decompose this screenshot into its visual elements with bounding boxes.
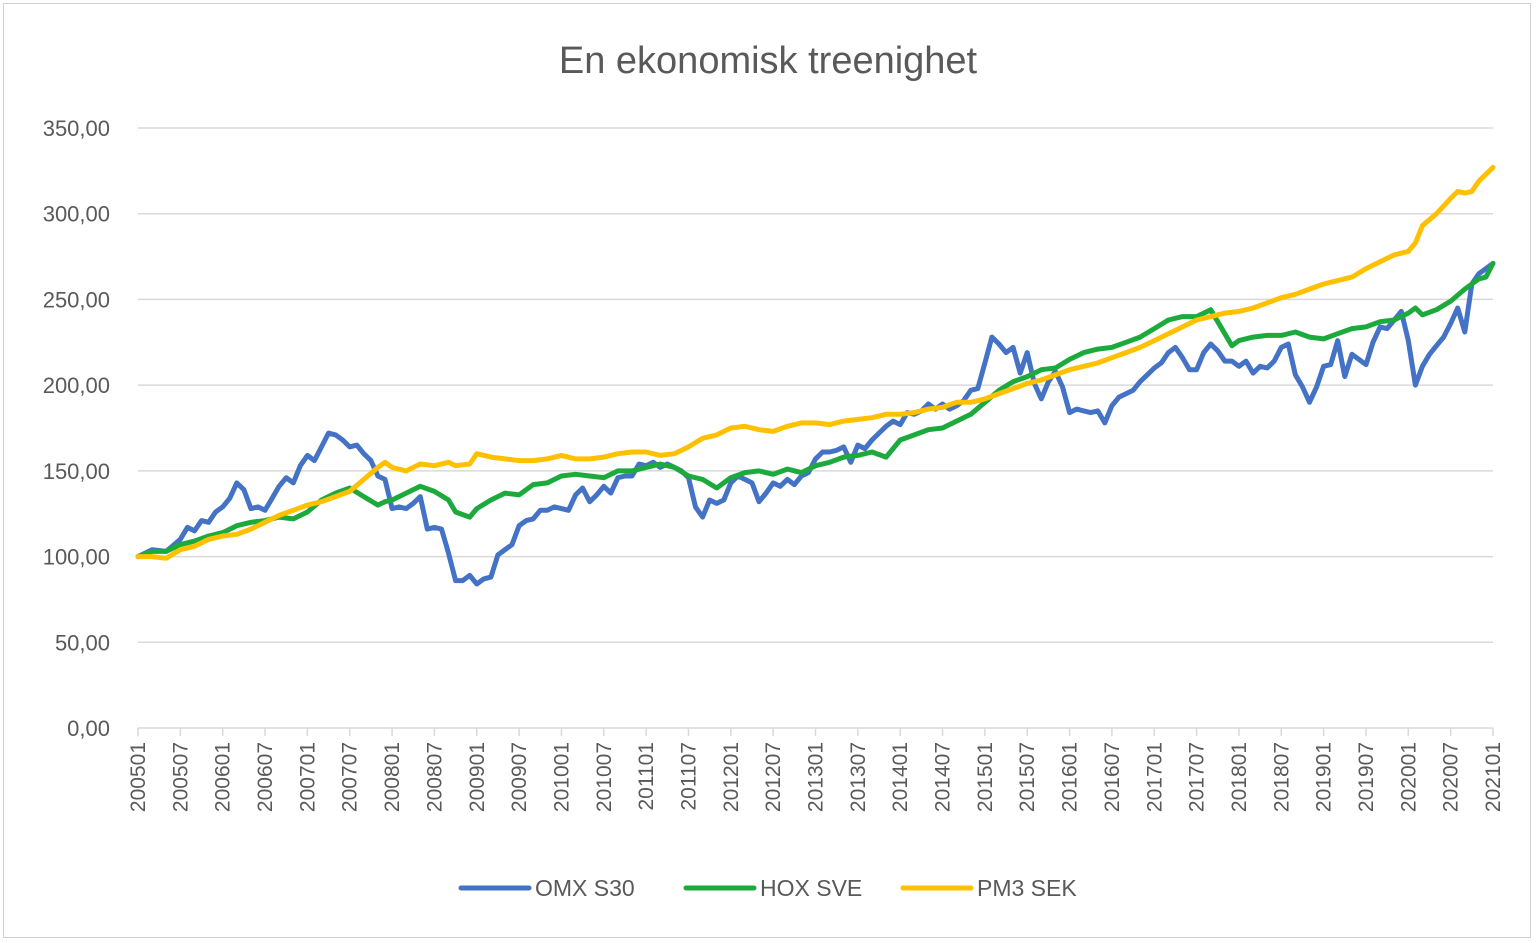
- x-tick-label: 202007: [1440, 742, 1463, 812]
- y-tick-label: 300,00: [43, 202, 110, 227]
- y-tick-label: 100,00: [43, 545, 110, 570]
- series-line-omx-s30: [135, 260, 1496, 587]
- x-tick-label: 201501: [974, 742, 997, 812]
- x-tick-label: 201901: [1313, 742, 1336, 812]
- x-tick-label: 201407: [932, 742, 955, 812]
- x-tick-label: 200701: [296, 742, 319, 812]
- legend-label: PM3 SEK: [977, 875, 1077, 901]
- x-tick-label: 201107: [677, 742, 700, 811]
- x-tick-label: 201807: [1270, 742, 1293, 812]
- y-tick-label: 200,00: [43, 373, 110, 398]
- y-axis-ticks: 0,00 50,00 100,00 150,00 200,00 250,00 300,00 3…: [43, 116, 110, 741]
- x-tick-label: 200901: [466, 742, 489, 812]
- y-tick-label: 50,00: [55, 630, 110, 655]
- x-tick-label: 200707: [339, 742, 362, 812]
- x-tick-label: 201507: [1016, 742, 1039, 812]
- x-tick-label: 200501: [127, 742, 150, 812]
- series-line-pm3-sek: [135, 164, 1496, 561]
- series-lines: [135, 164, 1496, 587]
- legend: OMX S30 HOX SVE PM3 SEK: [458, 875, 1077, 901]
- legend-label: HOX SVE: [760, 875, 862, 901]
- y-tick-label: 150,00: [43, 459, 110, 484]
- x-tick-label: 200607: [254, 742, 277, 812]
- x-tick-label: 201101: [635, 742, 658, 811]
- x-tick-label: 201207: [762, 742, 785, 812]
- x-tick-label: 200907: [508, 742, 531, 812]
- x-tick-label: 201701: [1143, 742, 1166, 812]
- x-tick-label: 201907: [1355, 742, 1378, 812]
- x-tick-label: 202001: [1397, 742, 1420, 812]
- x-tick-label: 201607: [1101, 742, 1124, 812]
- x-tick-label: 201007: [593, 742, 616, 812]
- x-tick-label: 201801: [1228, 742, 1251, 812]
- y-tick-label: 250,00: [43, 287, 110, 312]
- x-tick-label: 201401: [889, 742, 912, 812]
- y-tick-label: 350,00: [43, 116, 110, 141]
- x-tick-label: 201201: [720, 742, 743, 812]
- x-tick-label: 202101: [1482, 742, 1505, 812]
- x-tick-label: 201307: [847, 742, 870, 812]
- x-tick-label: 201601: [1059, 742, 1082, 812]
- x-tick-label: 200807: [423, 742, 446, 812]
- y-tick-label: 0,00: [67, 716, 110, 741]
- x-tick-label: 200601: [212, 742, 235, 812]
- gridlines: [138, 127, 1493, 729]
- x-tick-label: 201001: [550, 742, 573, 812]
- x-tick-label: 200801: [381, 742, 404, 812]
- legend-label: OMX S30: [535, 875, 635, 901]
- x-tick-label: 201707: [1186, 742, 1209, 812]
- chart-title: En ekonomisk treenighet: [559, 40, 978, 82]
- x-axis-ticks: 200501 200507 200601 200607 200701 200707 2008…: [127, 728, 1505, 812]
- x-tick-label: 200507: [169, 742, 192, 812]
- x-tick-label: 201301: [805, 742, 828, 812]
- series-line-hox-sve: [135, 260, 1496, 560]
